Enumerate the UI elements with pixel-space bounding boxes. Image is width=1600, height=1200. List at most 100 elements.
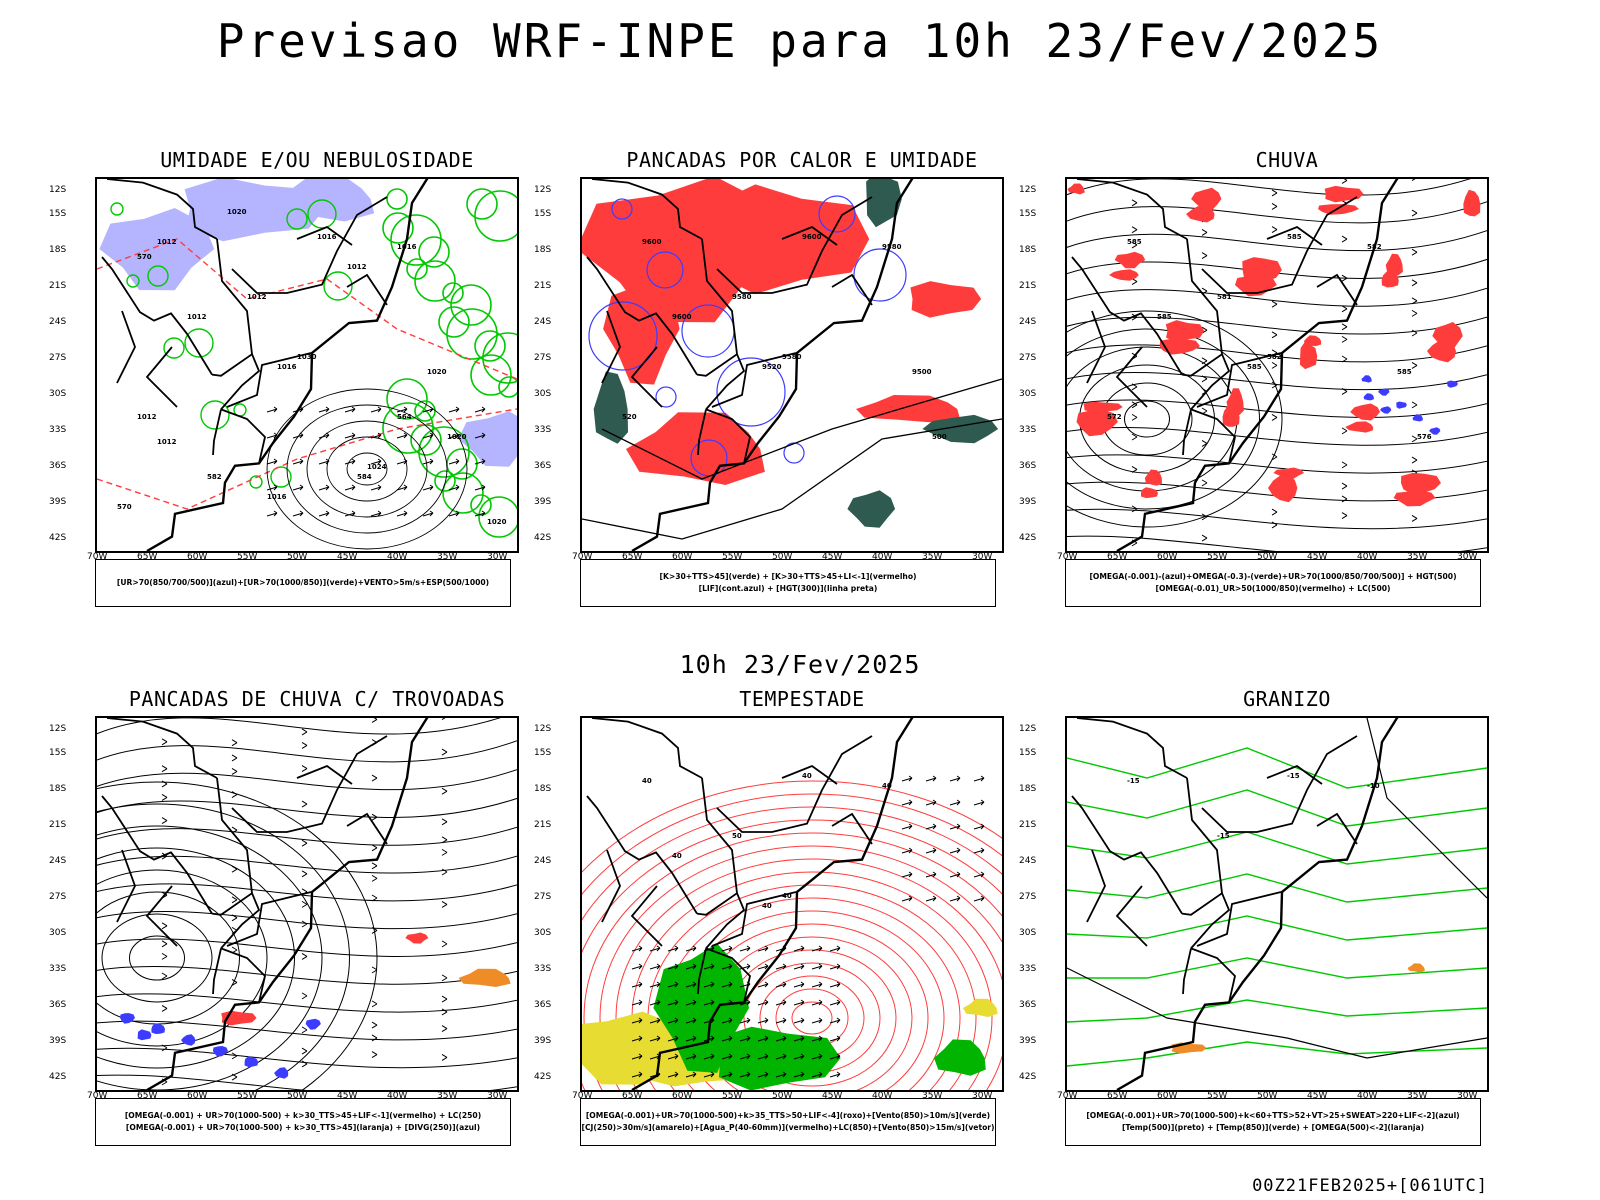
wind-vector (973, 895, 985, 902)
wind-vector (811, 1017, 823, 1024)
wind-vector (667, 945, 679, 952)
streamline-arrow (301, 1060, 308, 1068)
latitude-tick-label: 12S (1019, 724, 1037, 734)
map-frame: 40 40 40 50 40 40 40 (580, 716, 1004, 1092)
field-area (910, 281, 982, 318)
field-area (1191, 187, 1222, 211)
latitude-tick-label: 24S (1019, 856, 1037, 866)
humidity-contour (163, 337, 185, 359)
streamline-arrow (441, 1025, 448, 1032)
wind-vector (775, 1053, 787, 1060)
country-border (696, 777, 738, 916)
streamline (97, 1047, 517, 1069)
humidity-contour (382, 402, 434, 454)
contour-line (1067, 328, 1260, 510)
contour-value-label: 576 (1417, 433, 1432, 441)
field-area (1165, 320, 1205, 342)
wind-vector (973, 799, 985, 806)
latitude-tick-label: 21S (49, 281, 67, 291)
field-area (1363, 393, 1374, 401)
field-area (305, 1018, 321, 1030)
contour-line (306, 420, 428, 518)
legend-line: [OMEGA(-0.001)+UR>70(1000-500)+k>35_TTS>… (585, 1111, 991, 1120)
wind-vector (775, 1017, 787, 1024)
contour-line (101, 913, 213, 1003)
country-border (697, 409, 707, 456)
wind-vector (973, 871, 985, 878)
wind-vector (949, 895, 961, 902)
map-canvas: 1012101610161012101210301016102010201012… (97, 179, 517, 551)
field-area (458, 411, 517, 467)
latitude-tick-label: 39S (534, 1036, 552, 1046)
field-area (1396, 401, 1407, 409)
wind-vector (901, 799, 913, 806)
legend-line: [OMEGA(-0.001)+UR>70(1000-500)+k<60+TTS>… (1086, 1111, 1460, 1120)
wind-vector (901, 895, 913, 902)
streamline-arrow (1131, 401, 1138, 409)
latitude-tick-label: 36S (534, 1000, 552, 1010)
country-border (1115, 885, 1148, 947)
wind-vector (703, 999, 715, 1006)
longitude-tick-label: 70W (1057, 552, 1078, 562)
latitude-tick-label: 27S (534, 892, 552, 902)
streamline-arrow (1201, 479, 1208, 487)
country-border (630, 346, 663, 408)
humidity-contour (406, 258, 428, 280)
contour-value-label: 1016 (267, 493, 287, 501)
map-canvas: 40 40 40 50 40 40 40 (582, 718, 1002, 1090)
latitude-tick-label: 39S (534, 497, 552, 507)
wind-vector (757, 981, 769, 988)
field-area (1318, 204, 1359, 215)
longitude-tick-label: 50W (287, 552, 308, 562)
country-border (1266, 225, 1323, 246)
contour-value-label: 1012 (137, 413, 157, 421)
contour-value-label: -15 (1287, 772, 1300, 780)
humidity-contour (184, 328, 214, 358)
humidity-contour (200, 400, 230, 430)
wind-vector (721, 1071, 733, 1078)
longitude-tick-label: 50W (1257, 1091, 1278, 1101)
longitude-tick-label: 30W (1457, 552, 1478, 562)
wind-vector (396, 510, 408, 517)
wind-vector (448, 458, 460, 465)
longitude-tick-label: 60W (187, 552, 208, 562)
streamline-arrow (231, 767, 238, 775)
contour-line (1067, 747, 1487, 789)
wind-vector (448, 510, 460, 517)
wind-vector (474, 510, 486, 517)
streamline-arrow (301, 741, 308, 749)
streamline-arrow (1411, 401, 1418, 409)
precipitable-water-contour (582, 780, 1002, 873)
humidity-contour (323, 271, 353, 301)
latitude-tick-label: 15S (49, 748, 67, 758)
streamline (97, 768, 517, 791)
country-border (630, 885, 663, 947)
streamline-arrow (301, 839, 308, 847)
wind-vector (757, 999, 769, 1006)
wind-vector (422, 406, 434, 413)
latitude-tick-label: 15S (534, 209, 552, 219)
streamline-arrow (231, 914, 238, 922)
coastline (631, 718, 914, 1090)
streamline (1067, 316, 1487, 335)
country-border (781, 225, 838, 246)
country-border (1190, 353, 1231, 410)
contour-line (1067, 999, 1487, 1023)
wind-vector (474, 484, 486, 491)
panel-legend: [OMEGA(-0.001)+UR>70(1000-500)+k<60+TTS>… (1065, 1098, 1481, 1146)
humidity-contour (410, 424, 442, 456)
latitude-tick-label: 12S (49, 724, 67, 734)
field-area (1401, 472, 1441, 495)
wind-vector (703, 1053, 715, 1060)
field-area (1304, 335, 1322, 347)
field-area (1076, 409, 1118, 437)
wind-vector (829, 1017, 841, 1024)
contour-line (326, 436, 408, 502)
streamline-arrow (1411, 515, 1418, 522)
wind-vector (721, 1053, 733, 1060)
country-border (1086, 849, 1106, 923)
field-area (711, 184, 870, 295)
humidity-contour (270, 466, 292, 488)
country-border (220, 947, 266, 1003)
legend-line: [OMEGA(-0.001) + UR>70(1000-500) + k>30_… (124, 1111, 482, 1120)
